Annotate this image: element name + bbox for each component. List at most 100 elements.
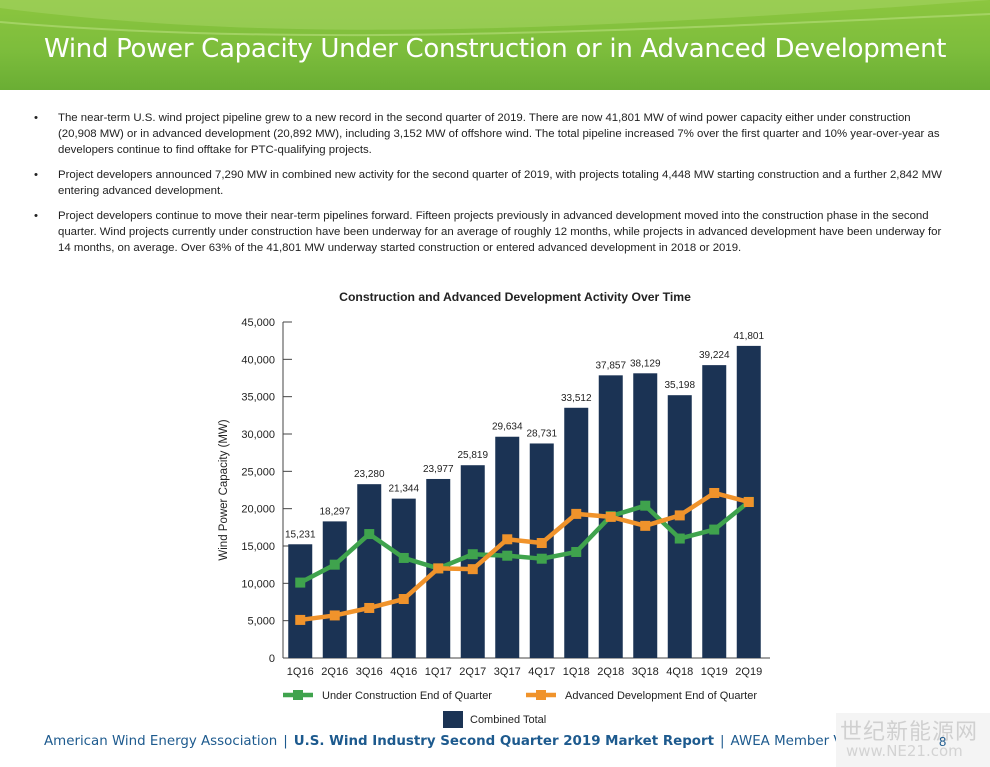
bar-data-label: 38,129: [630, 358, 661, 369]
bar-data-label: 41,801: [733, 331, 764, 342]
line-marker: [605, 511, 616, 522]
y-tick-label: 40,000: [241, 354, 275, 366]
x-tick-label: 1Q16: [287, 666, 314, 678]
x-tick-label: 2Q16: [321, 666, 348, 678]
line-marker: [329, 610, 340, 621]
y-tick-label: 0: [269, 653, 275, 665]
line-marker: [467, 549, 478, 560]
footer-separator: |: [720, 734, 725, 749]
line-marker: [674, 533, 685, 544]
bar-data-label: 23,280: [354, 469, 385, 480]
bar-data-label: 25,819: [457, 450, 488, 461]
bar-data-label: 21,344: [388, 484, 419, 495]
advanced-development-line: [299, 490, 750, 623]
bullet-item: • Project developers continue to move th…: [30, 208, 945, 257]
line-marker: [571, 508, 582, 519]
bar-data-label: 37,857: [595, 360, 626, 371]
x-tick-label: 4Q16: [390, 666, 417, 678]
bullet-marker: •: [34, 112, 38, 124]
footer-org: American Wind Energy Association: [44, 734, 278, 749]
line-marker: [709, 487, 720, 498]
footer: American Wind Energy Association | U.S. Wi…: [44, 734, 883, 749]
line-marker: [640, 500, 651, 511]
legend-marker-swatch: [293, 690, 303, 700]
bar-data-label: 35,198: [664, 380, 695, 391]
y-tick-label: 5,000: [247, 616, 275, 628]
x-tick-label: 2Q18: [597, 666, 624, 678]
x-tick-label: 4Q17: [528, 666, 555, 678]
bullet-item: • The near-term U.S. wind project pipeli…: [30, 110, 945, 159]
y-tick-label: 30,000: [241, 429, 275, 441]
header-banner: Wind Power Capacity Under Construction o…: [0, 0, 990, 90]
banner-swoosh: [0, 0, 990, 37]
line-marker: [295, 614, 306, 625]
bullet-marker: •: [34, 210, 38, 223]
legend-label: Combined Total: [470, 714, 546, 726]
x-tick-label: 1Q18: [563, 666, 590, 678]
bullet-text: Project developers announced 7,290 MW in…: [58, 169, 942, 198]
line-marker: [364, 602, 375, 613]
bar: [702, 365, 727, 658]
watermark-text: 世纪新能源网: [840, 720, 979, 745]
bullet-text: The near-term U.S. wind project pipeline…: [58, 112, 940, 157]
line-marker: [502, 550, 513, 561]
line-marker: [329, 559, 340, 570]
line-marker: [467, 564, 478, 575]
line-marker: [364, 529, 375, 540]
y-axis-label: Wind Power Capacity (MW): [218, 419, 230, 560]
line-marker: [398, 594, 409, 605]
chart: 0 5,000 10,000 15,000 20,000 25,000 30,000 35,0…: [218, 317, 770, 728]
legend-bar-swatch: [443, 711, 463, 728]
legend-label: Advanced Development End of Quarter: [565, 690, 757, 702]
chart-title: Construction and Advanced Development Ac…: [339, 290, 691, 304]
line-marker: [674, 510, 685, 521]
watermark-url: www.NE21.com: [846, 742, 963, 760]
line-marker: [433, 563, 444, 574]
line-marker: [295, 577, 306, 588]
under-construction-line: [299, 500, 751, 585]
bar-data-label: 23,977: [423, 464, 454, 475]
x-tick-label: 4Q18: [666, 666, 693, 678]
bar-data-label: 15,231: [285, 529, 316, 540]
line-marker: [502, 534, 513, 545]
footer-report: U.S. Wind Industry Second Quarter 2019 M…: [293, 734, 715, 749]
y-tick-label: 15,000: [241, 541, 275, 553]
x-tick-label: 1Q17: [425, 666, 452, 678]
line-marker: [398, 552, 409, 563]
x-tick-label: 2Q19: [735, 666, 762, 678]
legend-marker-swatch: [536, 690, 546, 700]
bar: [564, 407, 589, 658]
line-marker: [743, 497, 754, 508]
footer-separator: |: [283, 734, 288, 749]
line-marker: [536, 538, 547, 549]
bullet-item: • Project developers announced 7,290 MW …: [30, 167, 945, 199]
y-tick-label: 35,000: [241, 392, 275, 404]
line-marker: [640, 520, 651, 531]
bar: [288, 544, 313, 658]
bar: [667, 395, 692, 658]
y-tick-label: 45,000: [241, 317, 275, 329]
line-marker: [571, 546, 582, 557]
bar-data-label: 33,512: [561, 393, 592, 404]
bar: [322, 521, 347, 658]
x-tick-label: 3Q17: [494, 666, 521, 678]
bar-data-label: 39,224: [699, 350, 730, 361]
x-tick-label: 2Q17: [459, 666, 486, 678]
bullet-text: Project developers continue to move thei…: [58, 210, 942, 255]
bullet-marker: •: [34, 169, 38, 182]
bar: [529, 443, 554, 658]
bullet-list: • The near-term U.S. wind project pipeli…: [30, 110, 945, 265]
y-tick-label: 10,000: [241, 578, 275, 590]
y-tick-label: 20,000: [241, 504, 275, 516]
line-marker: [536, 553, 547, 564]
bar: [357, 484, 382, 658]
legend-label: Under Construction End of Quarter: [322, 690, 492, 702]
watermark-box: [836, 713, 990, 767]
bar-data-label: 18,297: [319, 506, 350, 517]
bar-data-label: 29,634: [492, 422, 523, 433]
bar: [391, 498, 416, 658]
x-tick-label: 3Q16: [356, 666, 383, 678]
page-number: 8: [939, 734, 947, 749]
x-tick-label: 1Q19: [701, 666, 728, 678]
line-marker: [709, 524, 720, 535]
